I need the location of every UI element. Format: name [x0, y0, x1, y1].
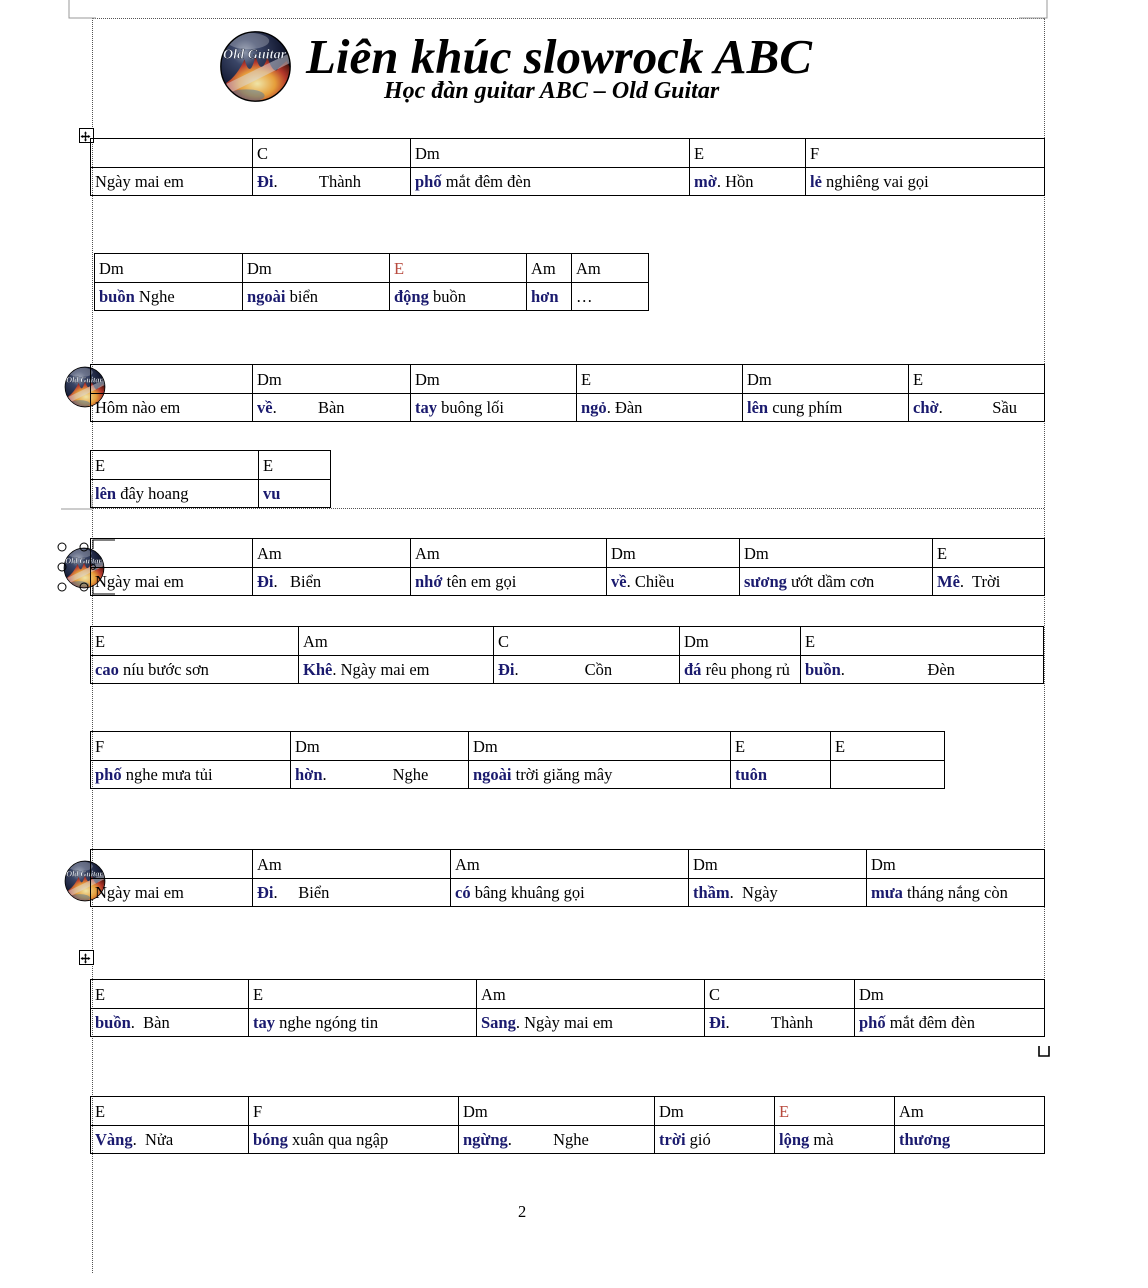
- svg-text:Old Guitar: Old Guitar: [223, 46, 287, 62]
